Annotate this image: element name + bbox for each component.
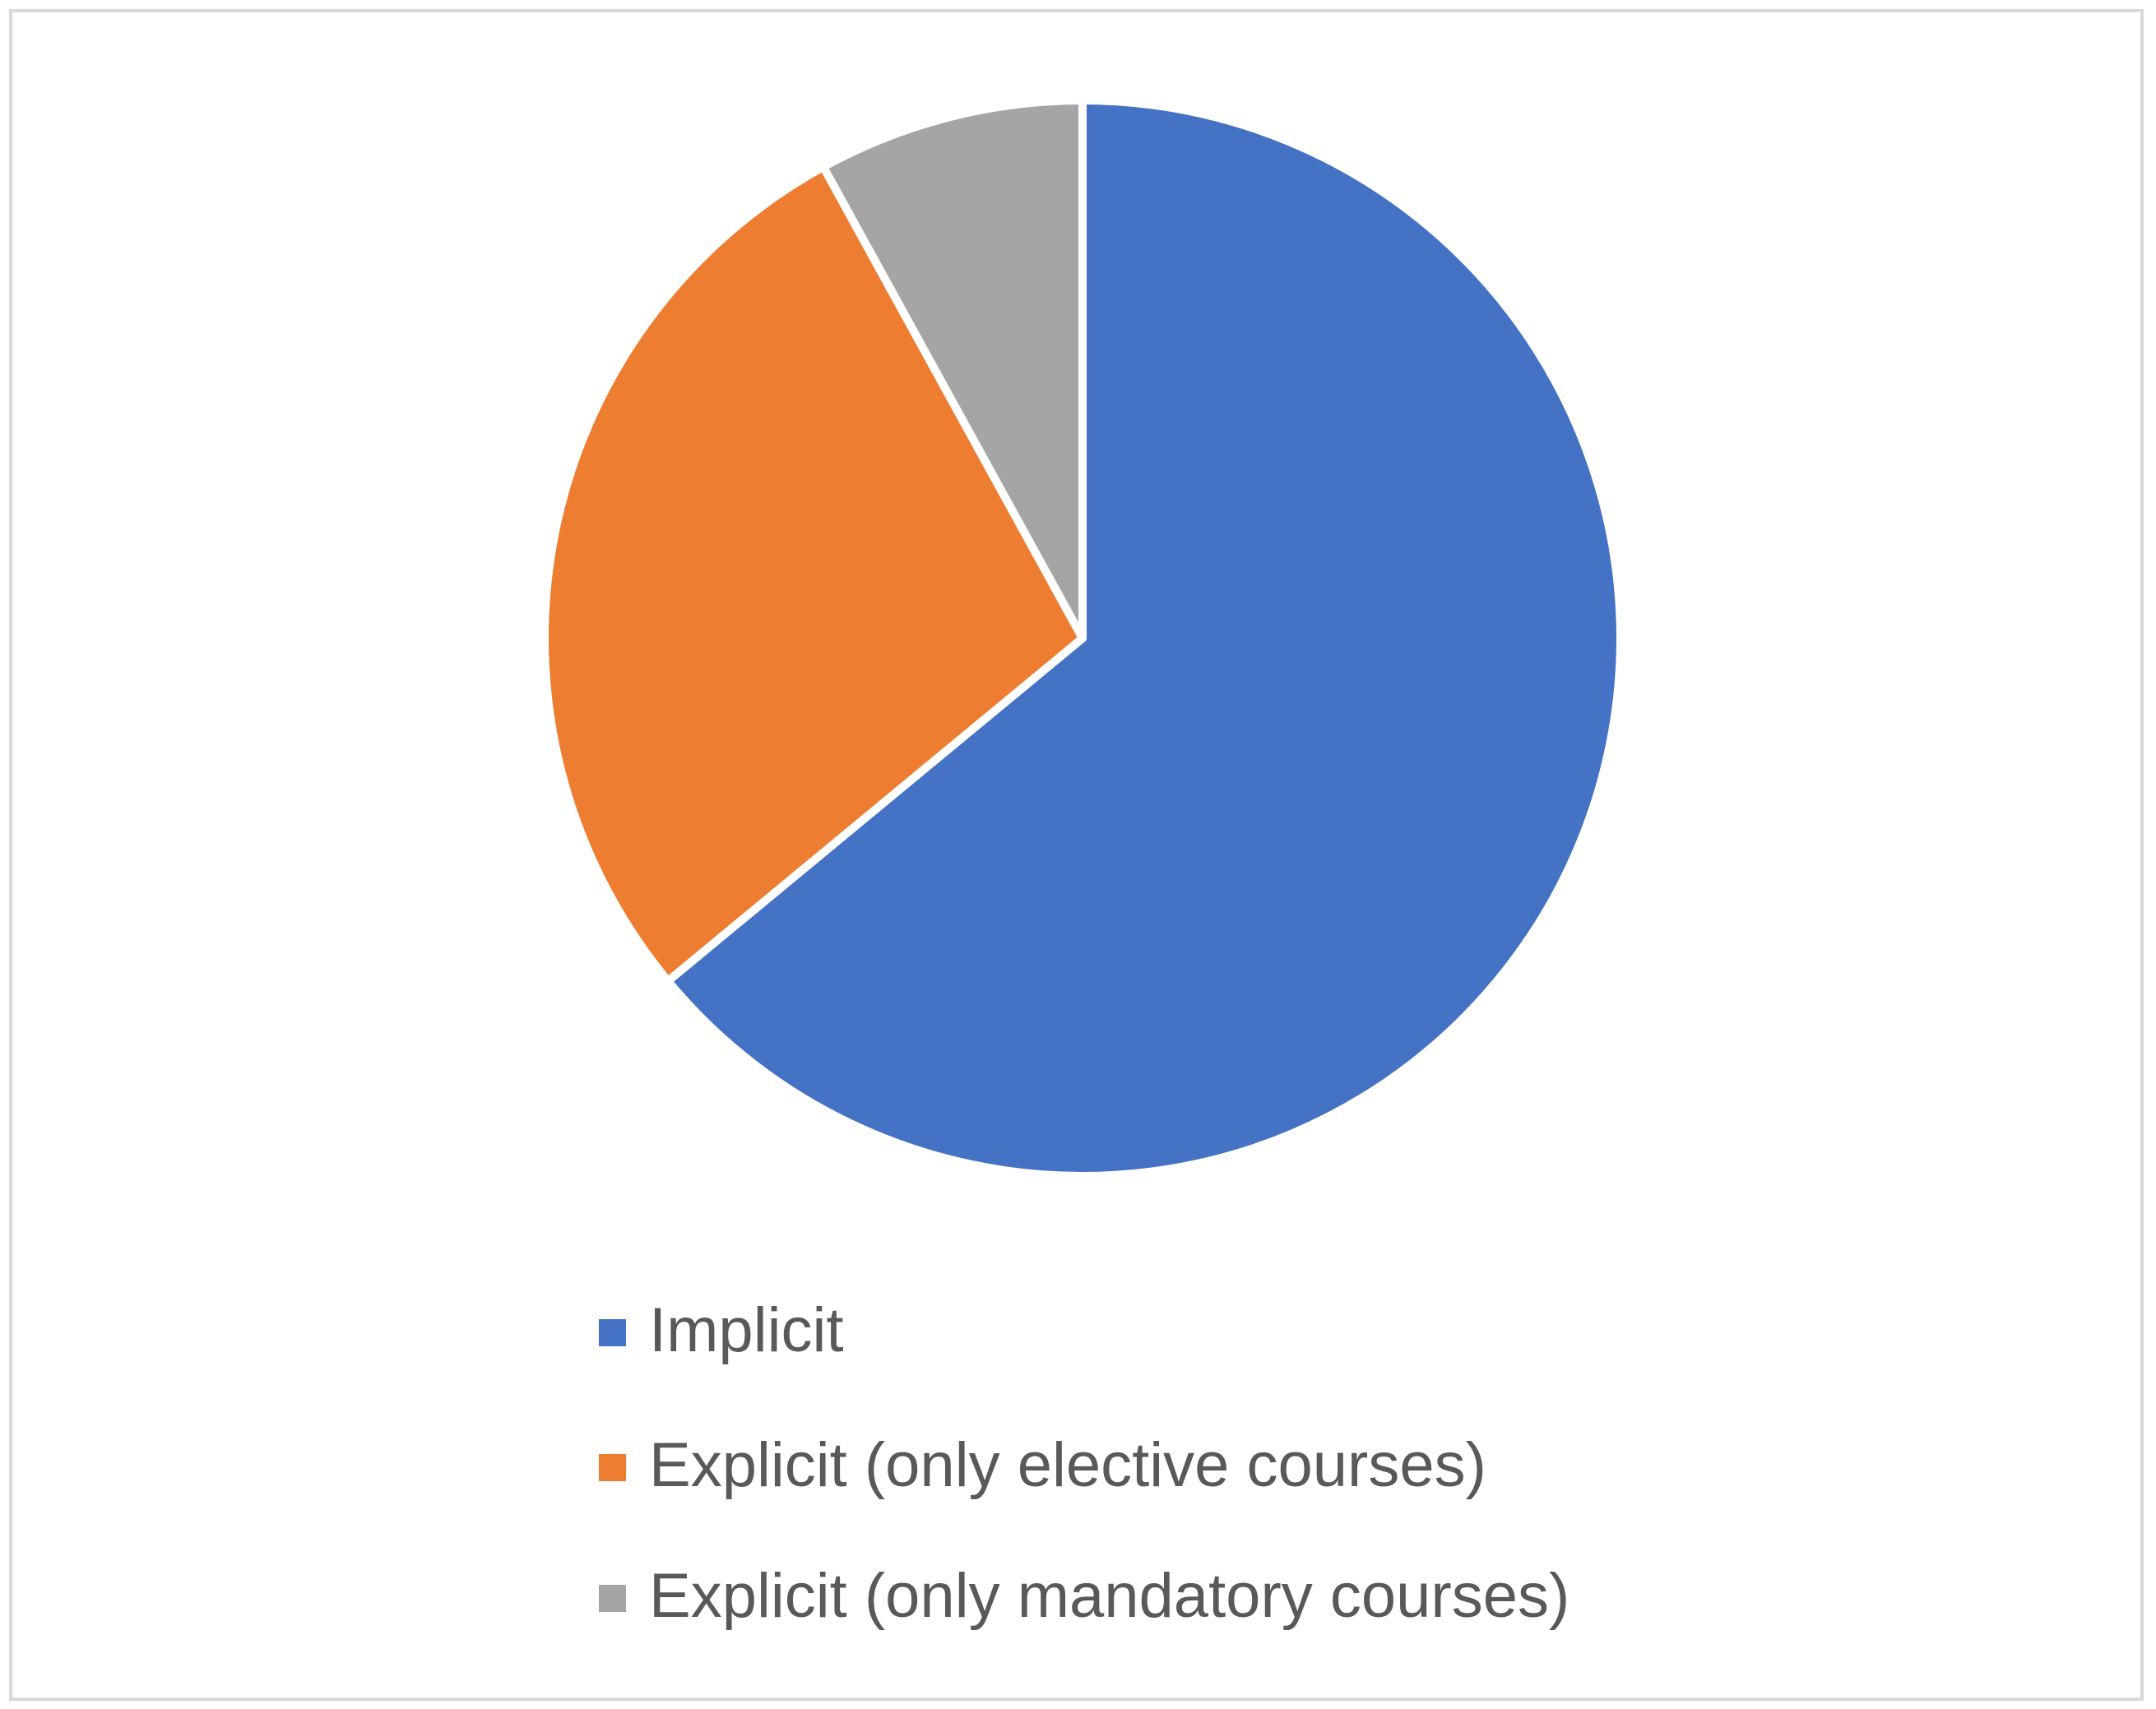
legend-swatch	[599, 1454, 626, 1481]
legend-swatch	[599, 1585, 626, 1612]
pie-slice	[540, 162, 1087, 985]
pie-slice	[818, 96, 1087, 642]
legend-swatch	[599, 1319, 626, 1346]
pie-slice	[664, 96, 1625, 1180]
legend-label: Implicit	[649, 1295, 843, 1365]
legend-label: Explicit (only mandatory courses)	[649, 1561, 1569, 1631]
legend-label: Explicit (only elective courses)	[649, 1430, 1486, 1500]
